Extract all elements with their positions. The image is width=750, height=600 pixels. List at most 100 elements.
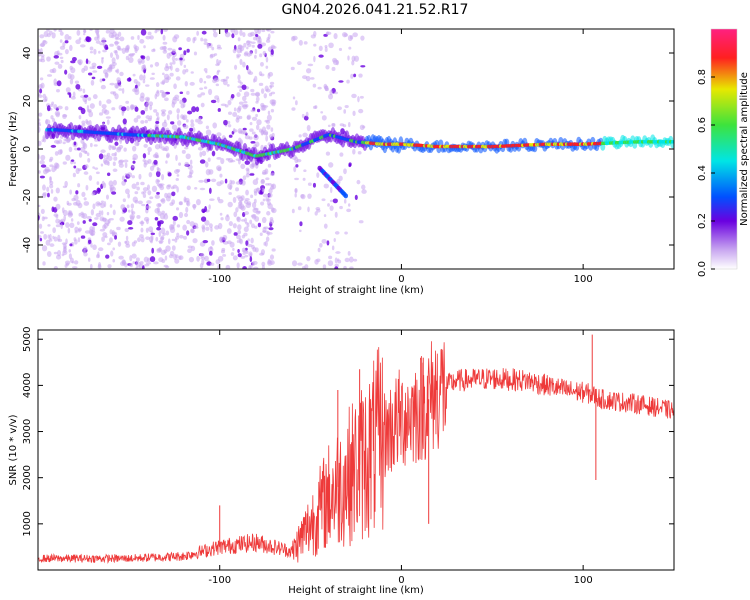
spectrogram-noise-blob bbox=[124, 262, 128, 268]
spectrogram-noise-blob bbox=[101, 108, 107, 114]
spectrogram-noise-blob bbox=[175, 236, 180, 240]
spectrogram-noise-blob bbox=[263, 93, 267, 99]
spectrogram-noise-blob bbox=[149, 165, 155, 171]
spectrogram-noise-blob bbox=[40, 154, 46, 161]
spectrogram-noise-blob bbox=[245, 221, 249, 225]
spectrogram-noise-blob bbox=[255, 124, 260, 131]
spectrogram-noise-blob bbox=[319, 242, 323, 248]
spectrogram-noise-blob bbox=[215, 83, 220, 87]
spectrogram-noise-blob bbox=[50, 103, 54, 108]
spectrogram-noise-blob bbox=[338, 47, 343, 51]
spectrogram-noise-blob bbox=[184, 146, 189, 150]
spectrogram-noise-blob bbox=[236, 107, 241, 113]
spectrogram-noise-blob bbox=[40, 231, 44, 234]
spectrogram-noise-blob bbox=[216, 44, 221, 49]
spectrogram-noise-blob bbox=[185, 153, 191, 160]
spectrogram-noise-blob bbox=[239, 88, 243, 92]
spectrogram-noise-blob bbox=[131, 105, 135, 110]
spectrogram-noise-blob bbox=[189, 127, 194, 132]
colorbar-tick-label: 0.4 bbox=[697, 165, 708, 181]
spectrogram-noise-blob bbox=[174, 258, 180, 264]
spectrogram-noise-blob bbox=[123, 159, 129, 163]
spectrogram-noise-blob bbox=[90, 79, 95, 86]
spectrogram-noise-blob bbox=[236, 216, 241, 223]
spectrogram-noise-blob bbox=[82, 88, 86, 94]
spectrogram-noise-blob bbox=[77, 168, 82, 172]
spectrogram-noise-blob bbox=[64, 48, 69, 55]
spectrogram-noise-blob bbox=[247, 238, 250, 242]
spectrogram-noise-blob bbox=[322, 264, 327, 269]
spectrogram-noise-blob bbox=[127, 209, 131, 213]
spectrogram-noise-blob bbox=[216, 132, 222, 137]
spectrogram-noise-blob bbox=[102, 224, 107, 230]
spectrogram-noise-blob bbox=[242, 61, 246, 68]
spectrogram-noise-blob bbox=[243, 226, 249, 233]
spectrogram-noise-blob bbox=[169, 223, 175, 231]
spectrogram-noise-blob bbox=[297, 262, 303, 266]
spectrogram-noise-blob bbox=[164, 145, 170, 152]
spectrogram-noise-blob bbox=[46, 33, 51, 38]
spectrogram-noise-blob bbox=[253, 198, 257, 204]
spectrogram-noise-blob bbox=[106, 172, 111, 177]
spectrogram-noise-blob bbox=[106, 119, 110, 125]
spectrogram-noise-blob bbox=[135, 261, 141, 267]
spectrogram-noise-blob bbox=[209, 250, 213, 256]
spectrogram-noise-blob bbox=[98, 100, 102, 107]
spectrogram-noise-blob bbox=[197, 94, 202, 98]
spectrogram-noise-blob bbox=[331, 123, 336, 128]
spectrogram-y-tick-label: 0 bbox=[22, 146, 33, 152]
spectrogram-noise-blob bbox=[318, 54, 324, 58]
spectrogram-noise-blob bbox=[49, 68, 55, 73]
spectrogram-noise-blob bbox=[206, 178, 211, 183]
spectrogram-noise-blob bbox=[307, 182, 312, 186]
spectrogram-noise-blob bbox=[116, 68, 120, 74]
spectrogram-noise-blob bbox=[316, 172, 320, 178]
spectrogram-noise-blob bbox=[57, 52, 63, 56]
spectrogram-noise-blob bbox=[246, 115, 251, 120]
spectrogram-noise-blob bbox=[53, 162, 59, 169]
spectrogram-noise-blob bbox=[115, 84, 119, 89]
spectrogram-noise-blob bbox=[324, 47, 328, 53]
spectrogram-noise-blob bbox=[92, 70, 98, 73]
spectrogram-noise-blob bbox=[98, 50, 101, 54]
spectrogram-noise-blob bbox=[69, 74, 75, 80]
spectrogram-noise-blob bbox=[38, 204, 41, 208]
spectrogram-noise-blob bbox=[184, 212, 189, 218]
spectrogram-noise-blob bbox=[271, 248, 276, 252]
spectrogram-noise-blob bbox=[242, 104, 248, 110]
spectrogram-noise-blob bbox=[56, 80, 62, 87]
spectrogram-noise-blob bbox=[264, 240, 268, 247]
spectrogram-y-tick-label: -40 bbox=[22, 237, 33, 253]
spectrogram-noise-blob bbox=[170, 64, 173, 71]
spectrogram-noise-blob bbox=[227, 99, 232, 106]
spectrogram-noise-blob bbox=[132, 73, 136, 77]
spectrogram-noise-blob bbox=[85, 58, 89, 64]
spectrogram-noise-blob bbox=[268, 227, 274, 231]
spectrogram-noise-blob bbox=[152, 153, 159, 158]
spectrogram-noise-blob bbox=[118, 88, 123, 91]
spectrogram-noise-blob bbox=[125, 235, 129, 241]
spectrogram-noise-blob bbox=[65, 238, 68, 245]
spectrogram-noise-blob bbox=[160, 249, 167, 256]
spectrogram-noise-blob bbox=[162, 29, 169, 32]
spectrogram-noise-blob bbox=[144, 96, 151, 102]
spectrogram-noise-blob bbox=[57, 149, 63, 155]
spectrogram-noise-blob bbox=[200, 92, 206, 96]
spectrogram-noise-blob bbox=[246, 53, 251, 57]
spectrogram-noise-blob bbox=[118, 84, 122, 88]
spectrogram-noise-blob bbox=[51, 166, 56, 173]
spectrogram-noise-blob bbox=[153, 261, 159, 265]
spectrogram-noise-blob bbox=[260, 201, 265, 206]
spectrogram-noise-blob bbox=[70, 60, 76, 64]
spectrogram-noise-blob bbox=[237, 230, 242, 235]
spectrogram-noise-blob bbox=[87, 239, 92, 245]
spectrogram-noise-blob bbox=[232, 111, 238, 118]
spectrogram-noise-blob bbox=[192, 238, 198, 244]
spectrogram-noise-blob bbox=[354, 55, 360, 62]
spectrogram-noise-blob bbox=[149, 77, 155, 80]
spectrogram-noise-blob bbox=[155, 120, 160, 124]
spectrogram-noise-blob bbox=[298, 134, 302, 138]
spectrogram-noise-blob bbox=[189, 169, 194, 175]
spectrogram-noise-blob bbox=[158, 230, 162, 237]
spectrogram-noise-blob bbox=[125, 188, 130, 195]
